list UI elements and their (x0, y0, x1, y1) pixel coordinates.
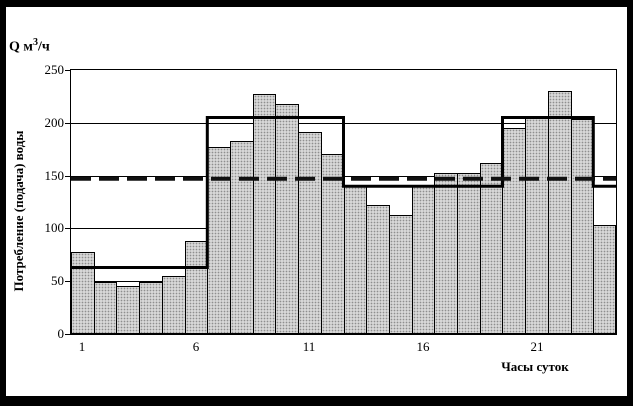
x-tick-label-1: 1 (78, 339, 86, 354)
bar-hour-2 (94, 282, 117, 334)
y-tick-label-0: 0 (57, 326, 65, 341)
y-tick-mark-100 (65, 228, 70, 229)
bar-hour-20 (502, 128, 526, 334)
bar-hour-23 (571, 119, 594, 334)
y-tick-label-100: 100 (44, 220, 65, 235)
bar-hour-19 (480, 163, 503, 334)
y-tick-label-50: 50 (51, 273, 64, 288)
y-tick-mark-200 (65, 123, 70, 124)
bar-hour-8 (230, 141, 254, 334)
x-tick-label-11: 11 (302, 339, 316, 354)
bar-hour-22 (548, 91, 572, 334)
bar-hour-11 (298, 132, 322, 334)
bar-hour-6 (185, 241, 208, 334)
bar-hour-7 (207, 147, 231, 334)
x-tick-label-6: 6 (192, 339, 200, 354)
y-tick-label-150: 150 (44, 168, 65, 183)
y-tick-mark-50 (65, 281, 70, 282)
bar-hour-3 (116, 286, 140, 334)
bar-hour-10 (275, 104, 299, 334)
y-tick-mark-150 (65, 176, 70, 177)
bar-hour-4 (139, 282, 163, 334)
y-tick-label-200: 200 (44, 115, 65, 130)
y-axis-unit-suffix: /ч (37, 39, 50, 55)
bar-hour-1 (71, 252, 95, 334)
y-tick-mark-250 (65, 70, 70, 71)
bar-hour-15 (389, 215, 413, 334)
x-axis-title: Часы суток (501, 359, 569, 374)
bar-hour-12 (321, 154, 345, 334)
x-tick-label-21: 21 (530, 339, 544, 354)
bar-hour-17 (434, 173, 458, 334)
y-tick-label-250: 250 (44, 62, 65, 77)
x-tick-label-16: 16 (416, 339, 430, 354)
bar-hour-24 (593, 225, 616, 334)
y-axis-unit-prefix: Q м (9, 39, 33, 55)
bar-hour-14 (366, 205, 390, 334)
y-axis-unit-superscript: 3 (32, 37, 38, 48)
plot-area (70, 69, 617, 335)
bar-hour-21 (525, 118, 549, 334)
bar-hour-16 (412, 186, 435, 334)
y-tick-mark-0 (65, 334, 70, 335)
y-axis-unit-title: Q м3/ч (9, 37, 50, 56)
chart-canvas: Q м3/ч Потребление (подача) воды 250 200 1… (6, 7, 627, 396)
bar-hour-18 (457, 173, 481, 334)
bar-hour-5 (162, 276, 186, 334)
bar-hour-9 (253, 94, 276, 334)
bar-hour-13 (344, 186, 367, 334)
